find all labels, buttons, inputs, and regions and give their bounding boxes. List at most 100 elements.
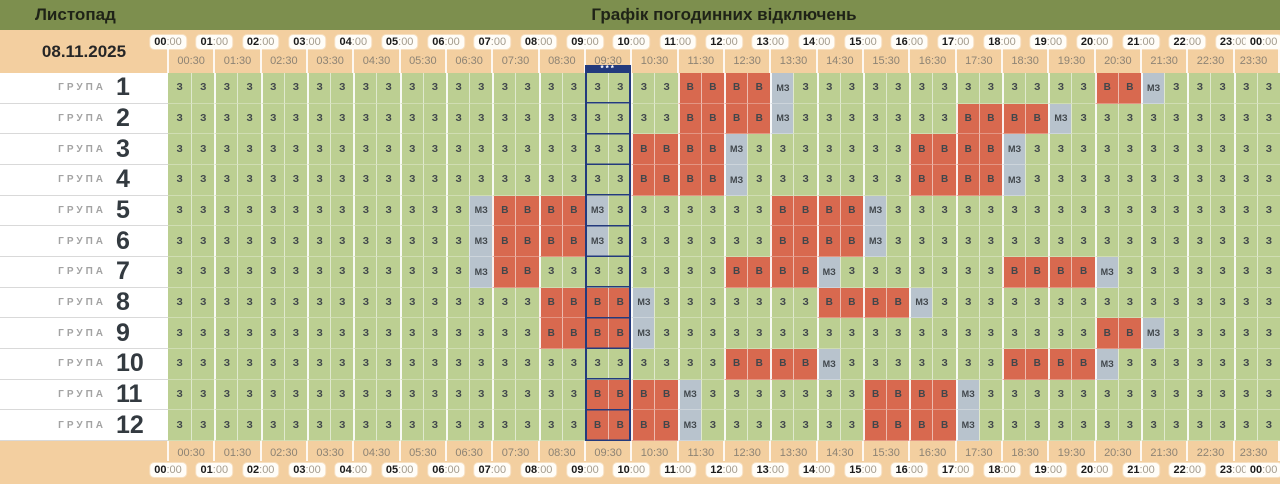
group-number: 3 [116, 134, 130, 163]
schedule-cell: З [399, 379, 423, 411]
schedule-cell: З [561, 256, 585, 288]
schedule-cell: З [538, 410, 562, 441]
hour-label: 07:00 [474, 463, 511, 477]
half-hour-label: 12:30 [733, 447, 761, 459]
schedule-cell: З [1117, 226, 1141, 257]
schedule-cell: В [538, 287, 562, 319]
hour-label: 19:00 [1030, 35, 1067, 49]
schedule-cell: З [1187, 73, 1211, 104]
schedule-cell: З [700, 410, 724, 441]
schedule-cell: В [608, 410, 632, 441]
schedule-cell: З [608, 73, 632, 104]
schedule-cell: З [353, 410, 377, 441]
schedule-cell: З [214, 318, 238, 349]
schedule-cell: З [1117, 410, 1141, 441]
schedule-cell: В [770, 256, 794, 288]
schedule-cell: З [747, 164, 771, 196]
schedule-cell: З [1187, 103, 1211, 135]
schedule-cell: З [1164, 256, 1188, 288]
group-number: 7 [116, 257, 130, 286]
schedule-cell: МЗ [1140, 73, 1165, 104]
schedule-cell: З [237, 410, 261, 441]
schedule-cell: З [1187, 318, 1211, 349]
schedule-cell: З [260, 256, 284, 288]
group-row: ГРУПА 4 [0, 164, 168, 196]
schedule-cell: З [399, 318, 423, 349]
schedule-cell: З [1025, 73, 1049, 104]
schedule-cell: В [793, 348, 817, 380]
group-list-panel: ГРУПА 1 ГРУПА 2 ГРУПА 3 ГРУПА 4 ГРУПА 5 ГРУПА 6 ГРУП… [0, 73, 168, 441]
schedule-cell: З [932, 103, 956, 135]
schedule-cell: З [1140, 256, 1165, 288]
half-hour-label: 21:30 [1150, 447, 1178, 459]
group-label: ГРУПА [58, 419, 106, 431]
schedule-cell: З [654, 103, 678, 135]
schedule-cell: З [445, 195, 470, 227]
schedule-cell: З [793, 134, 817, 165]
schedule-cell: З [260, 410, 284, 441]
group-label: ГРУПА [58, 82, 106, 94]
schedule-cell: З [168, 348, 192, 380]
schedule-cell: З [1048, 287, 1072, 319]
schedule-cell: В [839, 195, 863, 227]
schedule-cell: З [839, 410, 863, 441]
schedule-cell: З [608, 164, 632, 196]
schedule-cell: З [353, 379, 377, 411]
half-hour-label: 16:30 [918, 55, 947, 67]
hour-tick [398, 47, 401, 73]
schedule-cell: З [306, 164, 331, 196]
schedule-cell: В [978, 103, 1002, 135]
hour-label: 18:00 [984, 463, 1020, 477]
schedule-cell: В [723, 103, 748, 135]
schedule-cell: З [1048, 195, 1072, 227]
schedule-cell: В [561, 287, 585, 319]
schedule-cell: З [1140, 103, 1165, 135]
schedule-cell: З [1094, 195, 1118, 227]
schedule-cell: В [886, 287, 910, 319]
hour-tick [908, 47, 911, 73]
group-label: ГРУПА [58, 388, 106, 400]
schedule-cell: З [191, 379, 215, 411]
schedule-cell: З [909, 256, 933, 288]
schedule-cell: З [376, 410, 400, 441]
hour-tick [259, 441, 262, 461]
schedule-cell: З [677, 195, 701, 227]
schedule-cell: В [932, 410, 956, 441]
hour-label: 00:00 [150, 463, 186, 477]
hour-tick [630, 441, 633, 461]
hour-label: 09:00 [567, 463, 603, 477]
schedule-cell: З [584, 164, 609, 196]
group-number: 9 [116, 318, 130, 347]
schedule-cell: З [1117, 103, 1141, 135]
hour-label: 17:00 [937, 35, 974, 49]
schedule-cell: З [306, 410, 331, 441]
group-label: ГРУПА [58, 327, 106, 339]
schedule-cell: З [793, 318, 817, 349]
schedule-cell: В [1071, 348, 1095, 380]
schedule-cell: В [608, 379, 632, 411]
schedule-cell: З [330, 195, 354, 227]
schedule-cell: З [723, 318, 748, 349]
page-title: Графік погодинних відключень [591, 5, 857, 24]
schedule-cell: З [168, 318, 192, 349]
schedule-cell: З [214, 164, 238, 196]
hour-tick [213, 47, 216, 73]
group-label: ГРУПА [58, 266, 106, 278]
schedule-cell: З [978, 318, 1002, 349]
schedule-cell: З [214, 379, 238, 411]
schedule-cell: З [608, 195, 632, 227]
schedule-cell: З [1048, 379, 1072, 411]
schedule-cell: З [260, 134, 284, 165]
schedule-cell: З [1187, 226, 1211, 257]
group-label: ГРУПА [58, 235, 106, 247]
schedule-cell: В [909, 410, 933, 441]
schedule-cell: З [1210, 287, 1234, 319]
half-hour-label: 17:30 [965, 447, 993, 459]
schedule-cell: З [191, 195, 215, 227]
schedule-cell: В [677, 73, 701, 104]
schedule-cell: В [608, 318, 632, 349]
schedule-cell: З [978, 195, 1002, 227]
schedule-cell: З [214, 287, 238, 319]
schedule-cell: З [306, 134, 331, 165]
schedule-cell: З [1140, 287, 1165, 319]
